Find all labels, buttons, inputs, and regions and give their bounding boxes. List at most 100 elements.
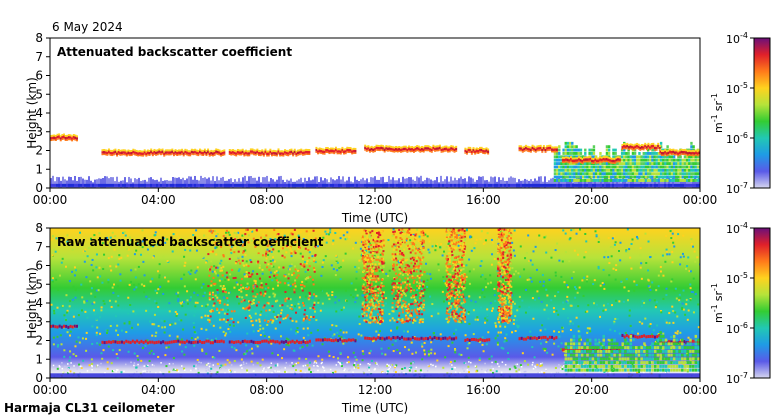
noise-speckle [368, 269, 371, 272]
noise-speckle [486, 308, 489, 311]
cloud-edge [174, 153, 177, 156]
noise-speckle [381, 278, 384, 281]
precip-cell [555, 162, 559, 166]
noise-speckle [410, 362, 413, 365]
noise-speckle [518, 295, 521, 298]
noise-speckle [321, 343, 324, 346]
precip-cell [653, 168, 656, 172]
precip-cell [659, 172, 663, 176]
precip-cell [603, 179, 606, 182]
noise-speckle [219, 315, 222, 318]
noise-speckle [379, 234, 382, 237]
noise-speckle [659, 270, 662, 273]
noise-speckle [303, 263, 306, 266]
noise-speckle [406, 330, 409, 333]
cloud-edge [448, 146, 451, 149]
cloud-base [678, 151, 681, 155]
noise-speckle [276, 279, 279, 282]
cloud-edge [218, 149, 221, 152]
noise-speckle [245, 263, 248, 266]
noise-speckle [436, 359, 439, 362]
cloud-edge [566, 161, 569, 163]
noise-speckle [299, 252, 302, 255]
aerosol-core [66, 183, 68, 187]
noise-speckle [309, 292, 312, 295]
noise-speckle [376, 240, 379, 243]
noise-speckle [168, 370, 171, 373]
noise-speckle [489, 274, 492, 277]
noise-speckle [331, 291, 334, 294]
noise-speckle [256, 293, 259, 296]
cloud-base [626, 144, 629, 148]
cloud-edge [427, 149, 430, 152]
noise-speckle [193, 344, 196, 347]
noise-speckle [586, 310, 589, 313]
noise-speckle [478, 358, 481, 361]
precip-cell [620, 162, 624, 166]
noise-speckle [291, 233, 294, 236]
aerosol-core [494, 183, 496, 187]
noise-speckle [295, 276, 298, 279]
aerosol-core [208, 183, 210, 187]
noise-speckle [447, 242, 450, 245]
aerosol-column [570, 179, 572, 188]
precip-cell [590, 179, 593, 182]
aerosol-column [372, 177, 374, 188]
cloud-base [116, 152, 119, 156]
cloud-edge [609, 157, 611, 160]
noise-speckle [570, 229, 573, 232]
noise-speckle [334, 301, 337, 304]
noise-speckle [371, 291, 374, 294]
noise-speckle [184, 239, 187, 242]
noise-speckle [366, 274, 369, 277]
aerosol-core [228, 183, 230, 187]
aerosol-column [530, 179, 532, 188]
noise-speckle [361, 277, 364, 280]
precip-cell [553, 152, 557, 155]
noise-speckle [287, 273, 290, 276]
cloud-edge [404, 145, 407, 148]
noise-speckle [376, 269, 379, 272]
cloud-edge [634, 148, 637, 150]
noise-speckle [148, 352, 151, 355]
noise-speckle [73, 266, 76, 269]
precip-cell [649, 155, 652, 159]
noise-speckle [352, 364, 355, 367]
cloud-edge [445, 145, 448, 148]
cloud-base [207, 150, 210, 154]
aerosol-core [528, 183, 530, 187]
noise-speckle [617, 250, 620, 253]
cloud-base [658, 146, 661, 150]
noise-speckle [298, 357, 301, 360]
cloud-edge [649, 144, 652, 147]
noise-speckle [363, 292, 366, 295]
x-tick-label: 04:00 [141, 193, 176, 207]
cloud-base [467, 148, 470, 152]
noise-speckle [665, 287, 668, 290]
noise-speckle [222, 330, 225, 333]
noise-speckle [183, 264, 186, 267]
precip-cell [592, 165, 596, 169]
cloud-edge [367, 149, 370, 152]
aerosol-column [564, 178, 566, 188]
aerosol-core [676, 183, 678, 187]
precip-cell [623, 155, 626, 159]
aerosol-column [628, 177, 630, 188]
noise-speckle [299, 263, 302, 266]
noise-speckle [342, 259, 345, 262]
cloud-edge [430, 146, 433, 149]
noise-speckle [166, 238, 169, 241]
noise-speckle [202, 294, 205, 297]
cloud-edge [132, 153, 135, 155]
precip-cell [588, 148, 591, 152]
noise-speckle [119, 273, 122, 276]
precip-cell [666, 172, 669, 176]
aerosol-column [106, 176, 108, 188]
noise-speckle [159, 285, 162, 288]
noise-speckle [372, 304, 375, 307]
noise-speckle [378, 243, 381, 246]
noise-speckle [294, 363, 297, 366]
cloud-edge [51, 139, 54, 141]
noise-speckle [117, 333, 120, 336]
